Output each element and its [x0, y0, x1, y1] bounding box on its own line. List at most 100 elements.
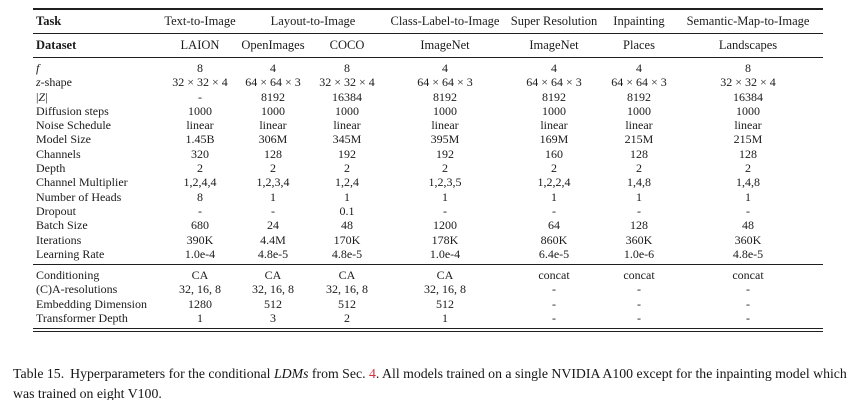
table-cell: 1,2,3,4: [256, 175, 290, 190]
row-label: |Z|: [36, 89, 48, 104]
table-cell: 306M: [258, 132, 288, 147]
caption-text: . All models trained on a single NVIDIA …: [13, 365, 847, 400]
table-cell: 1: [197, 311, 203, 326]
table-cell: 64 × 64 × 3: [417, 75, 473, 90]
task-column-header: Semantic-Map-to-Image: [673, 9, 823, 34]
table-cell: 2: [344, 311, 350, 326]
table-cell: -: [746, 296, 750, 311]
dataset-column-header: LAION: [161, 33, 239, 58]
table-cell: 48: [341, 218, 353, 233]
table-cell: 1000: [335, 103, 359, 118]
row-label: Channels: [36, 146, 81, 161]
table-cell: 6.4e-5: [538, 246, 570, 261]
table-row: Noise Schedule linear linear linear linear li…: [33, 118, 823, 132]
table-cell: 170K: [333, 232, 361, 247]
row-label: Channel Multiplier: [36, 175, 128, 190]
table-cell: -: [552, 296, 556, 311]
dataset-column-header: ImageNet: [387, 33, 503, 58]
table-cell: 680: [191, 218, 209, 233]
table-cell: CA: [161, 264, 239, 283]
table-cell: -: [552, 282, 556, 297]
table-cell: -: [637, 203, 641, 218]
row-label: Dropout: [36, 203, 76, 218]
table-cell: 1,4,8: [736, 175, 760, 190]
table-cell: 8192: [542, 89, 566, 104]
table-cell: 1,2,3,5: [428, 175, 462, 190]
table-header-row-dataset: Dataset LAION OpenImages COCO ImageNet ImageN…: [33, 33, 823, 58]
row-label: Transformer Depth: [36, 311, 128, 326]
table-cell: -: [552, 203, 556, 218]
task-header-label: Task: [33, 9, 161, 34]
table-cell: linear: [625, 118, 653, 133]
table-row: z-shape 32 × 32 × 4 64 × 64 × 3 32 × 32 × 4…: [33, 75, 823, 89]
table-cell: 8192: [433, 89, 457, 104]
table-section-conditioning: Conditioning CA CA CA CA concat concat concat (C…: [33, 264, 823, 331]
table-cell: 128: [630, 146, 648, 161]
table-cell: 395M: [430, 132, 460, 147]
table-cell: 1,2,4: [335, 175, 359, 190]
table-cell: 128: [739, 146, 757, 161]
table-cell: 345M: [332, 132, 362, 147]
table-cell: 64: [548, 218, 560, 233]
section-reference-link[interactable]: 4: [369, 365, 376, 381]
table-row: Depth 2 2 2 2 2 2 2: [33, 161, 823, 175]
table-row: Number of Heads 8 1 1 1 1 1 1: [33, 190, 823, 204]
table-row: f 8 4 8 4 4 4 8: [33, 58, 823, 76]
hyperparameters-table: Task Text-to-Image Layout-to-Image Class-La…: [33, 8, 823, 333]
row-label: Learning Rate: [36, 246, 105, 261]
table-cell: linear: [333, 118, 361, 133]
table-cell: 1: [636, 189, 642, 204]
table-cell: 160: [545, 146, 563, 161]
table-cell: -: [637, 296, 641, 311]
row-label: Iterations: [36, 232, 82, 247]
table-cell: 1200: [433, 218, 457, 233]
table-cell: -: [637, 282, 641, 297]
dataset-column-header: Landscapes: [673, 33, 823, 58]
table-row: |Z| - 8192 16384 8192 8192 8192 16384: [33, 90, 823, 104]
row-label: Model Size: [36, 132, 91, 147]
row-label: Depth: [36, 161, 66, 176]
dataset-column-header: COCO: [307, 33, 387, 58]
table-cell: CA: [387, 264, 503, 283]
table-cell: 1,2,4,4: [183, 175, 217, 190]
table-cell: 4.8e-5: [331, 246, 363, 261]
table-cell: 64 × 64 × 3: [526, 75, 582, 90]
table-cell: 16384: [332, 89, 362, 104]
table-cell: 1.45B: [185, 132, 215, 147]
table-cell: linear: [540, 118, 568, 133]
table-cell: 1000: [188, 103, 212, 118]
table-cell: -: [746, 282, 750, 297]
table-cell: linear: [431, 118, 459, 133]
table-cell: -: [198, 89, 202, 104]
dataset-column-header: ImageNet: [503, 33, 605, 58]
table-cell: -: [552, 311, 556, 326]
table-cell: -: [443, 203, 447, 218]
table-cell: -: [746, 203, 750, 218]
table-cell: 8: [197, 189, 203, 204]
table-cell: 8192: [627, 89, 651, 104]
table-section-model-hyperparameters: f 8 4 8 4 4 4 8 z-shape 32 × 32 × 4 64 × 64 × 3 32 …: [33, 58, 823, 265]
table-cell: -: [271, 203, 275, 218]
table-cell: 1.0e-4: [429, 246, 461, 261]
table-cell: linear: [734, 118, 762, 133]
table-cell: 48: [742, 218, 754, 233]
task-column-header: Inpainting: [605, 9, 673, 34]
table-cell: 4: [270, 61, 276, 75]
table-cell: 512: [264, 296, 282, 311]
table-row: Channel Multiplier 1,2,4,4 1,2,3,4 1,2,4 1,2…: [33, 175, 823, 189]
table-cell: 1000: [736, 103, 760, 118]
table-cell: 360K: [734, 232, 762, 247]
table-row: Transformer Depth 1 3 2 1 - - -: [33, 311, 823, 330]
table-cell: 192: [436, 146, 454, 161]
table-cell: 1000: [627, 103, 651, 118]
table-cell: 4: [636, 61, 642, 75]
table-cell: 3: [270, 311, 276, 326]
table-cell: 1000: [261, 103, 285, 118]
table-cell: 215M: [733, 132, 763, 147]
row-label: Noise Schedule: [36, 118, 111, 133]
table-cell: 8: [197, 61, 203, 75]
table-cell: 32, 16, 8: [424, 282, 466, 297]
task-column-header: Class-Label-to-Image: [387, 9, 503, 34]
table-row: Channels 320 128 192 192 160 128 128: [33, 147, 823, 161]
